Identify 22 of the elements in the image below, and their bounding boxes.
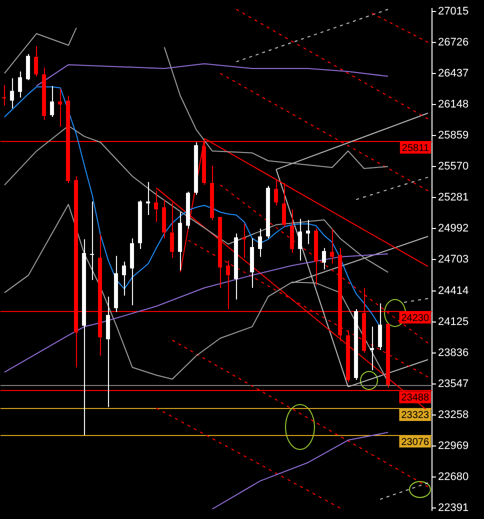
ref-line-label: 23488 [401, 392, 430, 404]
y-tick-label: 24414 [438, 284, 469, 297]
y-tick-label: 27015 [438, 5, 469, 18]
y-tick-label: 26726 [438, 36, 469, 48]
y-tick-label: 26148 [438, 98, 469, 110]
y-tick-label: 25859 [438, 130, 469, 142]
y-tick-label: 24703 [438, 254, 469, 266]
y-tick-label: 26437 [438, 67, 469, 80]
ref-line-label: 25811 [402, 142, 430, 154]
y-tick-label: 23258 [438, 409, 469, 422]
ref-line-label: 23323 [401, 410, 430, 422]
y-tick-label: 24992 [438, 222, 469, 235]
y-tick-label: 25570 [438, 160, 469, 173]
y-tick-label: 23836 [438, 346, 469, 359]
y-tick-label: 22969 [438, 440, 469, 452]
y-tick-label: 22680 [438, 471, 469, 484]
y-tick-label: 25281 [438, 192, 469, 204]
y-tick-label: 22391 [438, 502, 469, 514]
y-tick-label: 24125 [438, 316, 469, 328]
ref-line-label: 23076 [401, 436, 430, 448]
ref-line-label: 24230 [401, 312, 430, 324]
y-tick-label: 23547 [438, 378, 469, 390]
